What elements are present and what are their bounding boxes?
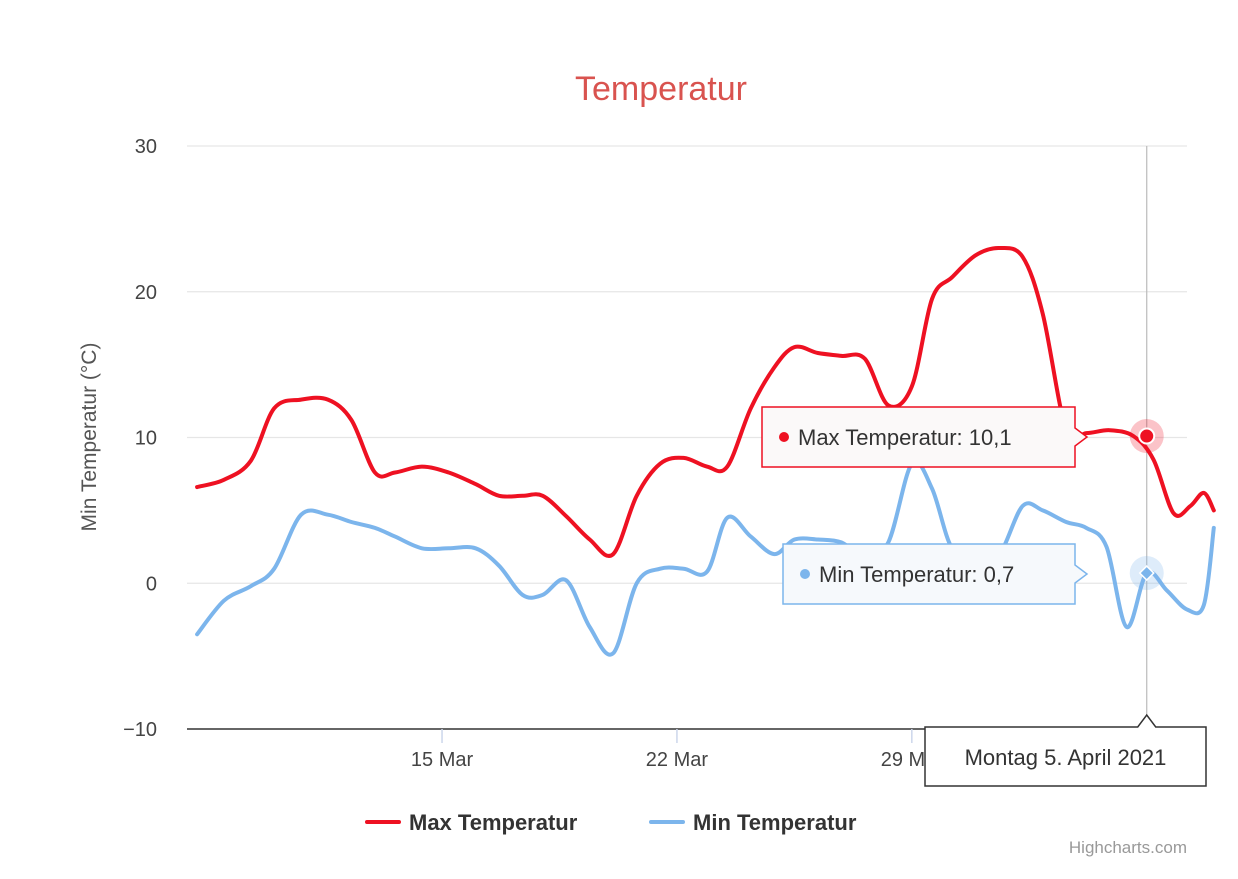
max-temperature-line[interactable] (195, 245, 1216, 558)
x-tick-label: 22 Mar (646, 749, 709, 771)
y-tick-label: 30 (135, 136, 157, 158)
max-tooltip: Max Temperatur: 10,1 (761, 406, 1089, 468)
min-tooltip-text: Min Temperatur: 0,7 (819, 562, 1014, 587)
min-temperature-line[interactable] (195, 459, 1216, 657)
y-tick-label: 10 (135, 428, 157, 450)
legend: Max Temperatur Min Temperatur (365, 810, 857, 835)
min-tooltip: Min Temperatur: 0,7 (782, 543, 1089, 605)
max-tooltip-dot (779, 432, 789, 442)
max-tooltip-box (761, 406, 1089, 468)
credits-link[interactable]: Highcharts.com (1069, 838, 1187, 857)
min-hover-point[interactable] (1138, 564, 1155, 582)
date-tooltip-box (924, 713, 1207, 787)
min-tooltip-dot (800, 569, 810, 579)
chart-title: Temperatur (575, 70, 747, 108)
max-hover-point[interactable] (1138, 427, 1156, 445)
date-tooltip-text: Montag 5. April 2021 (965, 745, 1167, 770)
y-axis-label: Min Temperatur (°C) (78, 343, 101, 532)
y-tick-label: −10 (123, 719, 157, 741)
x-tick-label: 15 Mar (411, 749, 474, 771)
y-tick-label: 20 (135, 282, 157, 304)
y-axis-ticks: 30 20 10 0 −10 (123, 136, 157, 741)
legend-item-min-temperature[interactable]: Min Temperatur (693, 810, 857, 835)
hover-markers (1129, 419, 1164, 591)
min-tooltip-box (782, 543, 1089, 605)
date-tooltip: Montag 5. April 2021 (924, 713, 1207, 787)
max-tooltip-text: Max Temperatur: 10,1 (798, 425, 1012, 450)
tooltips: Max Temperatur: 10,1 Min Temperatur: 0,7 M… (761, 406, 1207, 787)
legend-item-max-temperature[interactable]: Max Temperatur (409, 810, 578, 835)
y-tick-label: 0 (146, 573, 157, 595)
